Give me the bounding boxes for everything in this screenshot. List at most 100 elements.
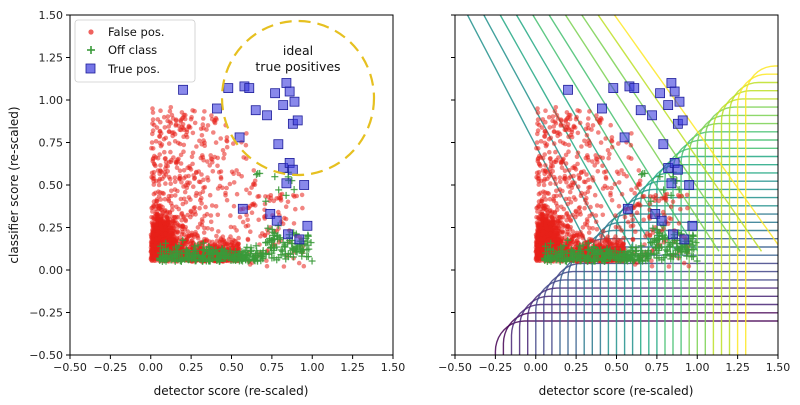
false-pos-point: [194, 190, 199, 196]
false-pos-point: [300, 205, 305, 211]
false-pos-point: [609, 242, 614, 247]
off-class-point: [289, 244, 297, 252]
false-pos-point: [155, 213, 160, 218]
false-pos-point: [265, 230, 271, 235]
false-pos-point: [190, 161, 195, 167]
off-class-point: [214, 256, 222, 264]
false-pos-point: [234, 191, 240, 197]
off-class-point: [265, 250, 273, 258]
false-pos-point: [184, 241, 189, 247]
false-pos-point: [170, 236, 176, 242]
x-tick-label: 1.50: [381, 361, 406, 374]
false-pos-point: [205, 226, 210, 231]
false-pos-point: [247, 190, 252, 196]
off-class-point: [231, 248, 239, 256]
false-pos-point: [153, 258, 158, 264]
false-pos-point: [228, 224, 234, 230]
off-class-point: [185, 255, 193, 263]
false-pos-point: [162, 196, 168, 202]
false-pos-point: [224, 185, 229, 191]
contour-line: [597, 15, 763, 252]
false-pos-point: [172, 139, 178, 144]
false-pos-point: [163, 156, 168, 161]
true-pos-point: [250, 105, 261, 116]
false-pos-point: [149, 249, 155, 254]
false-pos-point: [176, 206, 182, 212]
false-pos-point: [170, 203, 175, 209]
contour-line: [548, 15, 699, 252]
off-class-point: [290, 186, 298, 194]
false-pos-point: [171, 223, 177, 228]
false-pos-point: [264, 258, 269, 264]
false-pos-point: [202, 109, 207, 114]
off-class-point: [271, 173, 279, 181]
false-pos-point: [178, 196, 184, 202]
false-pos-point: [262, 201, 268, 207]
false-pos-point: [151, 176, 157, 181]
false-pos-point: [227, 181, 233, 187]
false-pos-point: [169, 214, 175, 220]
y-tick-label: 1.00: [39, 94, 64, 107]
false-pos-point: [178, 161, 184, 166]
false-pos-point: [165, 217, 171, 222]
false-pos-point: [231, 180, 237, 185]
x-tick-label: 0.25: [179, 361, 204, 374]
false-pos-point: [156, 182, 162, 188]
true-pos-point: [292, 115, 303, 126]
legend-box: [74, 19, 196, 83]
false-pos-point: [244, 131, 249, 136]
false-pos-point: [200, 122, 206, 127]
off-class-point: [249, 252, 257, 260]
false-pos-point: [208, 219, 214, 225]
false-pos-point: [178, 152, 184, 158]
false-pos-point: [156, 229, 161, 235]
false-pos-point: [263, 194, 268, 199]
true-pos-point: [281, 178, 292, 189]
ideal-region-circle: [220, 19, 376, 177]
false-pos-point: [153, 190, 158, 196]
true-pos-point: [270, 88, 281, 99]
contour-line: [736, 73, 778, 355]
false-pos-point: [201, 138, 206, 143]
off-class-point: [282, 191, 290, 199]
false-pos-point: [271, 198, 277, 204]
false-pos-point: [237, 214, 243, 220]
legend-label-true-pos: True pos.: [107, 62, 160, 76]
false-pos-point: [181, 134, 186, 139]
contour-line: [631, 180, 778, 355]
false-pos-point: [209, 203, 215, 208]
false-pos-point: [236, 171, 241, 177]
false-pos-point: [245, 217, 250, 223]
off-class-point: [273, 256, 281, 264]
false-pos-point: [222, 151, 227, 157]
false-pos-point: [168, 159, 174, 165]
off-class-point: [240, 248, 248, 256]
off-class-point: [202, 257, 210, 265]
y-tick-label: 0.00: [39, 264, 64, 277]
legend-label-false-pos: False pos.: [108, 25, 165, 39]
true-pos-point: [278, 100, 289, 110]
false-pos-point: [150, 117, 156, 122]
off-class-point: [181, 254, 189, 262]
legend-marker-true-pos: [85, 63, 96, 74]
false-pos-point: [179, 116, 185, 121]
off-class-point: [308, 257, 316, 265]
false-pos-point: [158, 163, 163, 168]
right-plot-area: [533, 78, 701, 269]
false-pos-point: [181, 149, 186, 154]
false-pos-point: [157, 152, 162, 157]
x-tick-label: −0.25: [94, 361, 128, 374]
false-pos-point: [189, 114, 194, 120]
false-pos-point: [158, 108, 163, 113]
false-pos-point: [172, 175, 178, 180]
false-pos-point: [281, 264, 287, 269]
false-pos-point: [231, 141, 236, 146]
false-pos-point: [212, 120, 218, 126]
contour-line: [728, 81, 778, 355]
false-pos-point: [223, 190, 228, 196]
false-pos-point: [256, 217, 262, 223]
y-tick-label: 0.75: [39, 137, 64, 150]
false-pos-point: [150, 106, 155, 111]
false-pos-point: [157, 140, 163, 146]
false-pos-point: [236, 244, 241, 250]
